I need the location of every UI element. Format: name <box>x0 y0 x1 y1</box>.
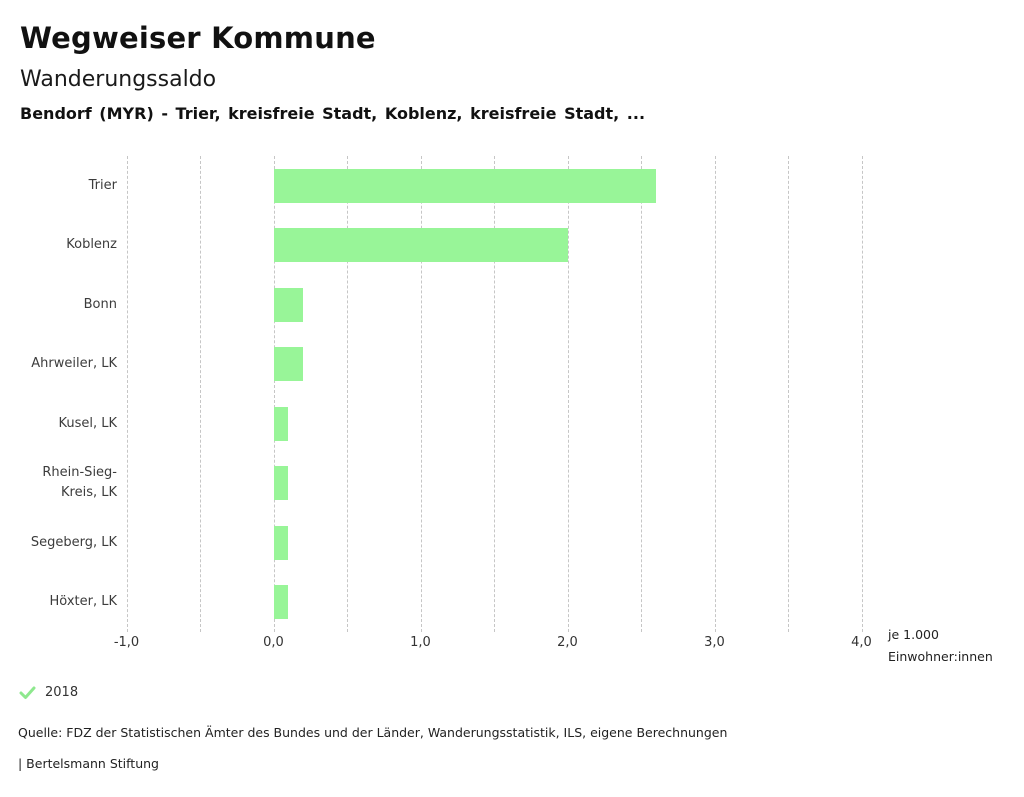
chart-title: Wanderungssaldo <box>20 67 217 92</box>
gridline <box>788 156 789 632</box>
bar-rhein-sieg-kreis-lk[interactable] <box>273 466 289 501</box>
bar-höxter-lk[interactable] <box>273 585 289 620</box>
gridline <box>420 156 422 632</box>
legend-item-2018[interactable]: 2018 <box>19 685 78 700</box>
category-label-segeberg-lk: Segeberg, LK <box>30 534 117 550</box>
category-label-rhein-sieg-kreis-lk: Rhein-Sieg-Kreis, LK <box>42 465 117 501</box>
x-tick-label: 1,0 <box>410 635 431 650</box>
category-label-höxter-lk: Höxter, LK <box>49 594 118 610</box>
app-title: Wegweiser Kommune <box>20 21 376 55</box>
category-label-bonn: Bonn <box>83 296 117 312</box>
bar-kusel-lk[interactable] <box>273 406 289 441</box>
chart-subtitle: Bendorf (MYR) - Trier, kreisfreie Stadt,… <box>20 104 646 123</box>
bar-bonn[interactable] <box>273 287 303 322</box>
bar-trier[interactable] <box>273 168 656 203</box>
category-label-kusel-lk: Kusel, LK <box>58 415 117 431</box>
legend-label: 2018 <box>45 685 79 700</box>
category-label-koblenz: Koblenz <box>66 237 117 253</box>
branding-note: | Bertelsmann Stiftung <box>18 756 159 771</box>
x-tick-label: 2,0 <box>557 635 578 650</box>
gridline <box>347 156 348 632</box>
x-tick-label: 3,0 <box>704 635 725 650</box>
gridline <box>494 156 495 632</box>
gridline <box>641 156 642 632</box>
bar-koblenz[interactable] <box>273 228 568 263</box>
gridline <box>861 156 863 632</box>
gridline <box>200 156 201 632</box>
category-label-trier: Trier <box>88 177 117 193</box>
x-tick-label: -1,0 <box>113 635 140 650</box>
gridline <box>126 156 128 632</box>
check-icon <box>19 686 36 699</box>
x-tick-label: 4,0 <box>851 635 872 650</box>
bar-segeberg-lk[interactable] <box>273 525 289 560</box>
x-axis-unit-label: je 1.000 Einwohner:innen <box>888 627 993 664</box>
source-note: Quelle: FDZ der Statistischen Ämter des … <box>18 725 728 740</box>
gridline <box>714 156 716 632</box>
gridline <box>567 156 569 632</box>
gridline <box>273 156 275 632</box>
category-label-ahrweiler-lk: Ahrweiler, LK <box>31 356 117 372</box>
x-tick-label: 0,0 <box>263 635 284 650</box>
bar-ahrweiler-lk[interactable] <box>273 347 303 382</box>
